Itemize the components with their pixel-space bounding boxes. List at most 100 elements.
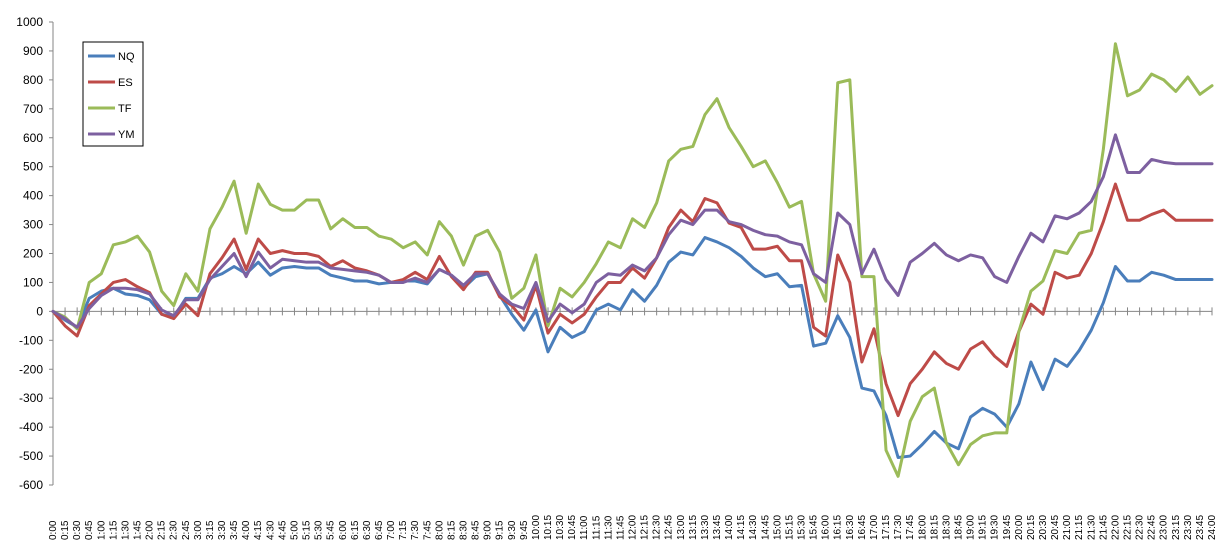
legend: NQ ES TF YM [82,41,144,147]
x-tick-label: 17:00 [869,515,880,540]
x-tick-label: 20:45 [1050,515,1061,540]
x-tick-label: 14:00 [724,515,735,540]
x-tick-label: 22:00 [1110,515,1121,540]
x-tick-label: 4:15 [253,520,264,540]
x-tick-label: 23:15 [1171,515,1182,540]
series-line-tf [51,42,1214,478]
x-tick-label: 0:45 [84,520,95,540]
x-tick-label: 14:15 [736,515,747,540]
x-tick-label: 8:30 [458,520,469,540]
x-tick-label: 12:00 [628,515,639,540]
x-tick-label: 13:30 [700,515,711,540]
x-tick-label: 22:15 [1122,515,1133,540]
x-tick-label: 7:45 [422,520,433,540]
x-tick-label: 3:45 [229,520,240,540]
y-tick-label: -400 [19,420,43,434]
x-tick-label: 15:45 [809,515,820,540]
x-tick-label: 15:00 [772,515,783,540]
x-tick-label: 7:30 [410,520,421,540]
y-tick-label: 100 [23,275,43,289]
legend-label-tf: TF [118,103,132,115]
x-tick-label: 4:45 [277,520,288,540]
x-tick-label: 14:45 [760,515,771,540]
y-tick-label: 600 [23,131,43,145]
x-tick-label: 22:45 [1147,515,1158,540]
x-tick-label: 0:00 [48,520,59,540]
x-tick-label: 5:15 [302,520,313,540]
x-tick-label: 2:15 [157,520,168,540]
x-tick-label: 6:15 [350,520,361,540]
chart-axes: 10009008007006005004003002001000-100-200… [16,15,1218,540]
x-tick-label: 23:45 [1195,515,1206,540]
legend-box [82,41,144,147]
x-tick-label: 5:30 [314,520,325,540]
x-tick-label: 16:30 [845,515,856,540]
x-tick-label: 8:15 [446,520,457,540]
x-tick-label: 9:15 [495,520,506,540]
x-tick-label: 10:15 [543,515,554,540]
x-tick-label: 1:45 [133,520,144,540]
x-tick-label: 5:45 [326,520,337,540]
y-tick-label: -300 [19,391,43,405]
y-tick-label: 1000 [16,15,43,29]
x-tick-label: 18:15 [929,515,940,540]
x-tick-label: 1:15 [108,520,119,540]
y-tick-label: 900 [23,44,43,58]
x-tick-label: 12:30 [652,515,663,540]
x-tick-label: 17:45 [905,515,916,540]
x-tick-label: 16:45 [857,515,868,540]
x-tick-label: 12:45 [664,515,675,540]
x-tick-label: 20:30 [1038,515,1049,540]
x-tick-label: 18:45 [953,515,964,540]
x-tick-label: 9:30 [507,520,518,540]
x-tick-label: 5:00 [289,520,300,540]
x-tick-label: 16:00 [821,515,832,540]
x-tick-label: 23:30 [1183,515,1194,540]
x-tick-label: 13:00 [676,515,687,540]
x-tick-label: 21:00 [1062,515,1073,540]
x-tick-label: 4:00 [241,520,252,540]
x-tick-label: 0:30 [72,520,83,540]
x-tick-label: 11:00 [579,515,590,540]
series-line-ym [51,133,1214,329]
x-tick-label: 6:45 [374,520,385,540]
x-tick-label: 15:30 [797,515,808,540]
x-tick-label: 19:15 [978,515,989,540]
x-tick-label: 9:00 [483,520,494,540]
x-tick-label: 7:00 [386,520,397,540]
x-tick-label: 4:30 [265,520,276,540]
x-tick-label: 21:15 [1074,515,1085,540]
y-tick-label: 200 [23,247,43,261]
y-tick-label: -100 [19,333,43,347]
x-tick-label: 24:00 [1207,515,1218,540]
x-tick-label: 10:00 [531,515,542,540]
x-tick-label: 11:15 [591,515,602,540]
x-tick-label: 11:30 [603,515,614,540]
x-tick-label: 1:00 [96,520,107,540]
x-tick-label: 23:00 [1159,515,1170,540]
y-tick-label: 500 [23,160,43,174]
x-tick-label: 21:30 [1086,515,1097,540]
y-tick-label: -500 [19,449,43,463]
series-layer [51,42,1214,478]
x-tick-label: 11:45 [615,515,626,540]
x-tick-label: 20:00 [1014,515,1025,540]
x-tick-label: 6:00 [338,520,349,540]
x-tick-label: 15:15 [784,515,795,540]
x-tick-label: 7:15 [398,520,409,540]
legend-label-es: ES [118,77,133,89]
y-tick-label: 400 [23,189,43,203]
x-tick-label: 22:30 [1135,515,1146,540]
x-tick-label: 19:00 [966,515,977,540]
y-tick-label: -600 [19,478,43,492]
x-tick-label: 13:45 [712,515,723,540]
x-tick-label: 20:15 [1026,515,1037,540]
x-tick-label: 19:30 [990,515,1001,540]
x-tick-label: 2:00 [145,520,156,540]
x-tick-label: 12:15 [640,515,651,540]
x-tick-label: 9:45 [519,520,530,540]
x-tick-label: 18:00 [917,515,928,540]
x-tick-label: 3:00 [193,520,204,540]
x-tick-label: 19:45 [1002,515,1013,540]
